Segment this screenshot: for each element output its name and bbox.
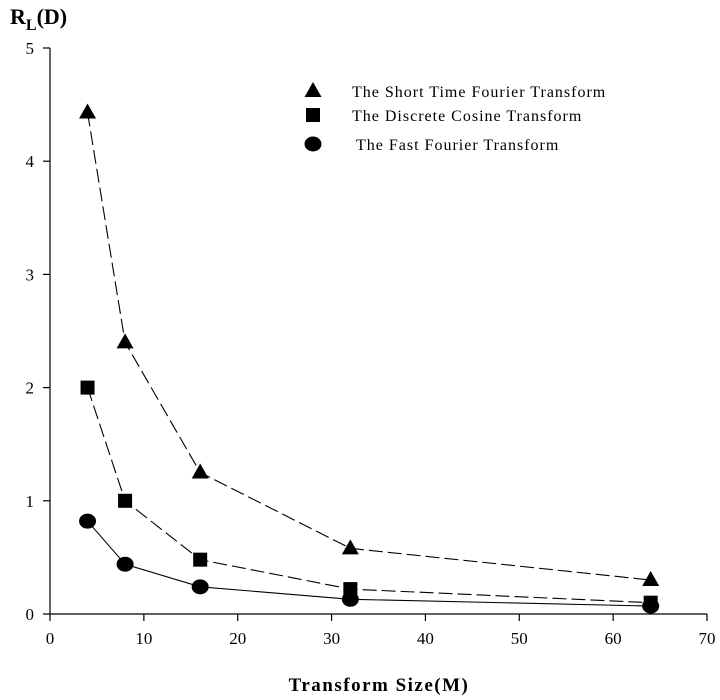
data-point-triangle [79, 103, 97, 119]
y-tick-label: 0 [26, 605, 35, 624]
y-tick-label: 4 [26, 152, 35, 171]
legend-label: The Discrete Cosine Transform [352, 108, 582, 125]
data-point-triangle [116, 333, 134, 349]
x-tick-label: 50 [511, 629, 528, 648]
x-tick-label: 60 [605, 629, 622, 648]
legend-marker-circle [304, 136, 322, 152]
x-ticks: 0 10 20 30 40 50 60 70 [46, 614, 716, 648]
data-point-circle [116, 556, 134, 572]
data-point-circle [191, 579, 209, 595]
legend: The Short Time Fourier Transform The Disc… [304, 82, 606, 154]
data-point-circle [341, 591, 359, 607]
x-tick-label: 40 [417, 629, 434, 648]
data-point-circle [79, 513, 97, 529]
series-markers [79, 103, 660, 614]
data-point-triangle [341, 539, 359, 555]
y-tick-label: 5 [26, 39, 35, 58]
data-point-square [118, 493, 133, 508]
y-axis-label-suffix: (D) [37, 4, 68, 29]
x-axis-label: Transform Size(M) [289, 675, 470, 696]
x-tick-label: 0 [46, 629, 55, 648]
legend-marker-square [306, 108, 320, 122]
data-point-circle [642, 598, 660, 614]
data-point-triangle [191, 463, 209, 479]
series-line-square [87, 387, 651, 604]
data-point-triangle [642, 571, 660, 587]
y-tick-label: 2 [26, 379, 35, 398]
y-tick-label: 3 [26, 265, 35, 284]
legend-marker-triangle [304, 82, 322, 97]
series-lines [87, 112, 651, 607]
y-axis-label-sub: L [26, 17, 37, 34]
y-axis-label: RL(D) [10, 4, 67, 34]
series-line-triangle [87, 112, 651, 581]
series-line-circle [87, 520, 651, 607]
data-point-square [80, 380, 95, 395]
legend-label: The Fast Fourier Transform [356, 137, 559, 154]
y-ticks: 0 1 2 3 4 5 [26, 39, 50, 624]
y-tick-label: 1 [26, 492, 35, 511]
data-point-square [193, 552, 208, 567]
x-tick-label: 70 [699, 629, 716, 648]
x-tick-label: 30 [323, 629, 340, 648]
legend-label: The Short Time Fourier Transform [352, 84, 606, 101]
y-axis-label-main: R [10, 4, 27, 29]
x-tick-label: 10 [135, 629, 152, 648]
x-tick-label: 20 [229, 629, 246, 648]
